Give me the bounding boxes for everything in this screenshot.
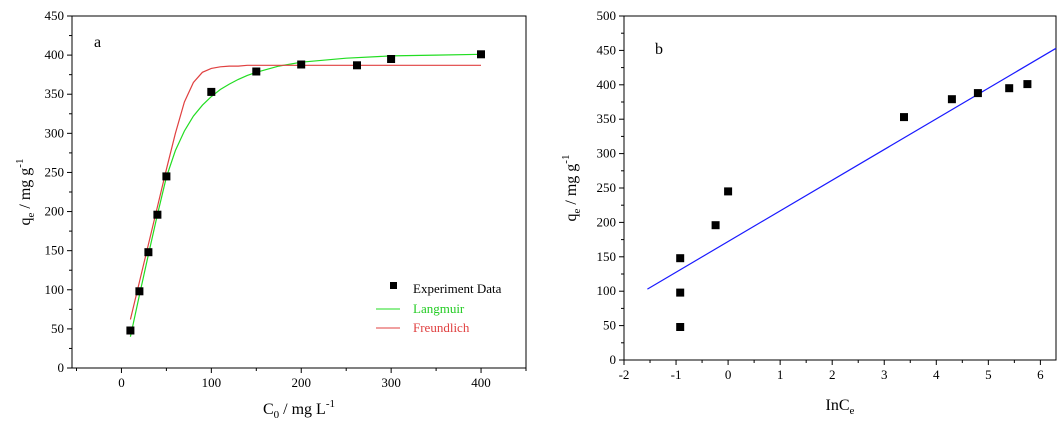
panel-b-ticks: -2 -1 0 1 2 3 4 5 6 0 50 100 150 200 250 300 350 400 450 50… (597, 8, 1045, 382)
panel-b-x-tick-label: 0 (725, 367, 732, 382)
panel-b-y-tick-label: 300 (597, 146, 617, 161)
panel-a-y-tick-label: 300 (45, 125, 65, 140)
panel-a-x-tick-label: 200 (291, 375, 311, 390)
panel-b-x-tick-label: 3 (881, 367, 888, 382)
panel-b-data-points (676, 80, 1032, 331)
panel-a-y-tick-label: 50 (51, 321, 64, 336)
panel-b-y-tick-label: 450 (597, 42, 617, 57)
panel-a-data-point (162, 172, 171, 181)
panel-a-data-point (477, 50, 485, 59)
panel-a-data-point (135, 287, 144, 296)
panel-a-freundlich-line (129, 64, 481, 320)
panel-b-fit-line (647, 47, 1057, 290)
legend-label-langmuir: Langmuir (413, 301, 465, 316)
panel-b-y-tick-label: 100 (597, 283, 617, 298)
panel-b-data-point (724, 187, 733, 196)
panel-b-y-tick-label: 250 (597, 180, 617, 195)
panel-a-data-point (387, 55, 396, 63)
panel-a-x-tick-label: 100 (202, 375, 222, 390)
panel-a-data-point (207, 87, 216, 96)
panel-a-y-axis-label: qe / mg g-1 (14, 159, 37, 226)
panel-a-data-point (144, 248, 153, 257)
panel-b-y-tick-label: 50 (603, 318, 616, 333)
panel-b-y-tick-label: 400 (597, 77, 617, 92)
legend-label-experiment: Experiment Data (413, 281, 502, 296)
panel-a-data-point (252, 67, 261, 76)
panel-a-ticks: 0 100 200 300 400 0 50 100 150 200 250 300 350 400 450 (45, 8, 527, 390)
panel-a-letter: a (94, 34, 101, 51)
panel-a-y-tick-label: 0 (58, 360, 65, 375)
panel-b-letter: b (655, 41, 663, 58)
panel-b-data-point (947, 95, 956, 104)
panel-b-data-point (1023, 80, 1032, 89)
panel-b-x-tick-label: 2 (829, 367, 836, 382)
panel-a-data-point (126, 326, 135, 335)
panel-a-x-tick-label: 0 (118, 375, 125, 390)
panel-b-data-point (973, 89, 982, 98)
panel-b-data-point (711, 221, 720, 230)
panel-a-y-tick-label: 250 (45, 164, 65, 179)
panel-a-y-tick-label: 100 (45, 282, 65, 297)
panel-a-x-axis-label: C0 / mg L-1 (263, 398, 335, 421)
panel-a-data-point (353, 61, 361, 70)
panel-b-x-axis-label: InCe (826, 397, 855, 417)
panel-b-data-point (676, 254, 685, 263)
panel-a-legend: Experiment Data Langmuir Freundlich (376, 281, 502, 335)
panel-a-chart: 0 100 200 300 400 0 50 100 150 200 250 300 350 400 450… (14, 8, 527, 421)
panel-b-fit-line (647, 47, 1057, 290)
panel-a-fit-lines (129, 53, 482, 337)
panel-b-x-tick-label: -1 (671, 367, 682, 382)
panel-b-y-tick-label: 350 (597, 111, 617, 126)
panel-b-plot-frame (623, 15, 1057, 361)
panel-b-data-point (1005, 84, 1014, 93)
panel-b-x-tick-label: 6 (1037, 367, 1044, 382)
legend-marker-experiment (390, 282, 397, 289)
panel-b-y-tick-label: 500 (597, 8, 617, 23)
panel-b-y-tick-label: 150 (597, 249, 617, 264)
panel-b-x-tick-label: -2 (619, 367, 630, 382)
legend-label-freundlich: Freundlich (413, 320, 470, 335)
panel-a-data-points (126, 50, 485, 335)
panel-b-x-tick-label: 1 (777, 367, 784, 382)
panel-a-data-point (297, 60, 306, 69)
panel-a-y-tick-label: 200 (45, 204, 65, 219)
panel-a-y-tick-label: 450 (45, 8, 65, 23)
panel-a-x-tick-label: 400 (471, 375, 491, 390)
panel-b-x-tick-label: 4 (933, 367, 940, 382)
panel-b-y-tick-label: 200 (597, 214, 617, 229)
panel-b-y-tick-label: 0 (610, 352, 617, 367)
panel-b-chart: -2 -1 0 1 2 3 4 5 6 0 50 100 150 200 250 300 350 400 450 50… (560, 8, 1057, 417)
panel-a-y-tick-label: 150 (45, 243, 65, 258)
panel-a-data-point (153, 210, 162, 219)
panel-a-langmuir-line (129, 53, 482, 337)
panel-b-y-axis-label: qe / mg g-1 (560, 155, 583, 222)
panel-a-x-tick-label: 300 (381, 375, 401, 390)
panel-b-data-point (900, 113, 908, 122)
panel-b-x-tick-label: 5 (985, 367, 992, 382)
panel-b-data-point (676, 323, 685, 331)
panel-b-data-point (676, 288, 685, 297)
panel-a-y-tick-label: 350 (45, 86, 65, 101)
panel-a-y-tick-label: 400 (45, 47, 65, 62)
